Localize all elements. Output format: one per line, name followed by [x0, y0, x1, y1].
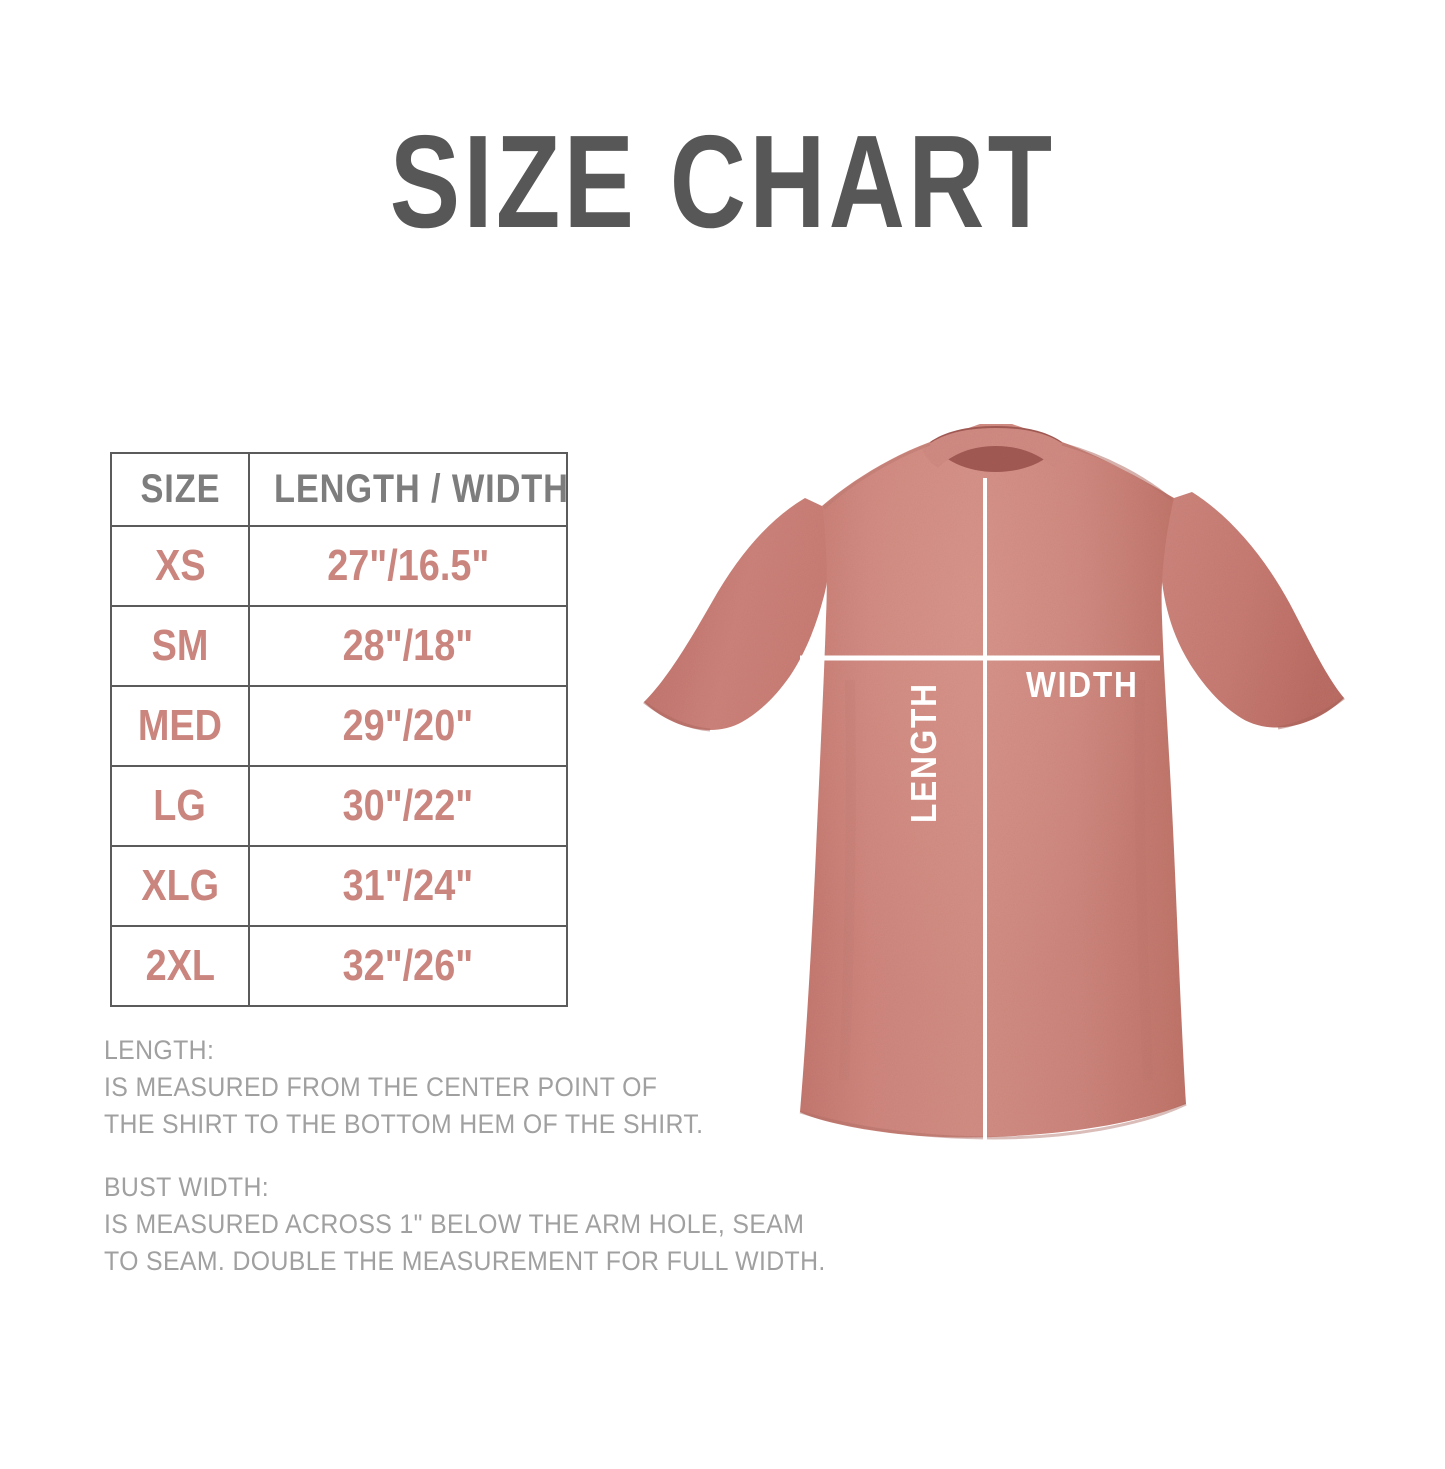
measurement-value: 31"/24" — [342, 861, 474, 910]
fabric-fold-right — [1134, 679, 1153, 1081]
table-row: LG 30"/22" — [110, 765, 568, 847]
note-length: LENGTH: IS MEASURED FROM THE CENTER POIN… — [104, 1032, 744, 1143]
measurement-value: 28"/18" — [342, 621, 474, 670]
column-header-length-width: LENGTH / WIDTH — [248, 452, 569, 527]
measurement-value: 27"/16.5" — [326, 541, 490, 590]
column-header-size: SIZE — [110, 452, 250, 527]
column-header-length-width-label: LENGTH / WIDTH — [274, 467, 569, 511]
note-bust-width-line: IS MEASURED ACROSS 1" BELOW THE ARM HOLE… — [104, 1209, 805, 1239]
measurement-notes: LENGTH: IS MEASURED FROM THE CENTER POIN… — [104, 1032, 826, 1280]
table-row: SM 28"/18" — [110, 605, 568, 687]
fabric-fold-left — [839, 679, 856, 1081]
cell-size: XLG — [110, 845, 250, 927]
right-sleeve-hem — [1277, 696, 1345, 730]
cell-measurement: 32"/26" — [248, 925, 568, 1007]
left-shoulder-seam — [822, 442, 931, 510]
size-table: SIZE LENGTH / WIDTH XS 27"/16.5" SM — [110, 452, 568, 1007]
note-bust-width-heading: BUST WIDTH: — [104, 1172, 270, 1202]
size-value: 2XL — [145, 941, 215, 990]
cell-measurement: 30"/22" — [248, 765, 568, 847]
note-length-line: THE SHIRT TO THE BOTTOM HEM OF THE SHIRT… — [104, 1109, 704, 1139]
page-title: SIZE CHART — [389, 108, 1056, 255]
right-shoulder-seam — [1061, 442, 1173, 502]
note-bust-width-line: TO SEAM. DOUBLE THE MEASUREMENT FOR FULL… — [104, 1246, 826, 1276]
note-length-heading: LENGTH: — [104, 1035, 215, 1065]
measurement-value: 30"/22" — [342, 781, 474, 830]
cell-size: MED — [110, 685, 250, 767]
tshirt-fabric — [643, 424, 1345, 1140]
table-row: XLG 31"/24" — [110, 845, 568, 927]
table-header-row: SIZE LENGTH / WIDTH — [110, 452, 569, 527]
measurement-value: 32"/26" — [342, 941, 474, 990]
bottom-hem — [799, 1102, 1187, 1140]
collar-band — [922, 428, 1070, 468]
cell-size: LG — [110, 765, 250, 847]
cell-measurement: 28"/18" — [248, 605, 568, 687]
table-row: MED 29"/20" — [110, 685, 568, 767]
note-bust-width: BUST WIDTH: IS MEASURED ACROSS 1" BELOW … — [104, 1169, 826, 1280]
size-value: MED — [137, 701, 223, 750]
measurement-value: 29"/20" — [342, 701, 474, 750]
cell-measurement: 31"/24" — [248, 845, 568, 927]
cell-measurement: 29"/20" — [248, 685, 568, 767]
chest-highlight — [800, 424, 1186, 1138]
column-header-size-label: SIZE — [140, 467, 220, 511]
tshirt-svg — [643, 424, 1345, 1215]
tshirt-illustration — [600, 380, 1390, 1240]
left-sleeve — [644, 498, 830, 730]
size-value: XLG — [141, 861, 219, 910]
cell-size: 2XL — [110, 925, 250, 1007]
length-measurement-label: LENGTH — [903, 682, 944, 823]
size-value: SM — [151, 621, 209, 670]
table-row: 2XL 32"/26" — [110, 925, 568, 1007]
width-measurement-label: WIDTH — [1026, 664, 1139, 705]
size-value: LG — [153, 781, 207, 830]
left-sleeve-hem — [643, 700, 711, 732]
table-row: XS 27"/16.5" — [110, 525, 568, 607]
cell-measurement: 27"/16.5" — [248, 525, 568, 607]
right-sleeve — [1160, 492, 1344, 728]
cell-size: XS — [110, 525, 250, 607]
note-length-line: IS MEASURED FROM THE CENTER POINT OF — [104, 1072, 658, 1102]
cell-size: SM — [110, 605, 250, 687]
size-value: XS — [154, 541, 206, 590]
